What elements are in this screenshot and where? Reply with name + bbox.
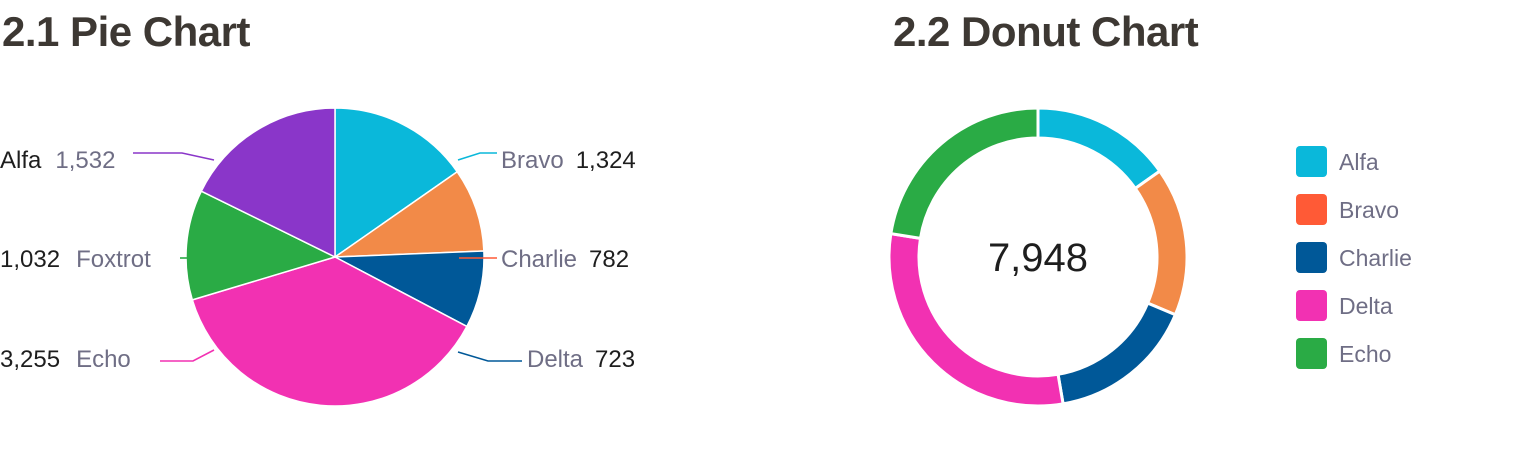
pie-value-label: 1,324: [576, 147, 636, 174]
pie-label-bravo: Bravo 1,324: [501, 147, 636, 174]
pie-category-label: Echo: [76, 346, 131, 373]
donut-slice-charlie: [1056, 301, 1177, 406]
pie-category-label: Delta: [527, 346, 584, 373]
legend-label-alfa: Alfa: [1339, 149, 1379, 175]
legend-swatch-echo: [1296, 338, 1327, 369]
pie-label-delta: Delta 723: [527, 346, 635, 373]
pie-value-label: 1,532: [55, 147, 115, 174]
pie-value-label: 3,255: [0, 346, 60, 373]
pie-value-label: 723: [595, 346, 635, 373]
pie-label-foxtrot: 1,032 Foxtrot: [0, 246, 151, 273]
legend-swatch-alfa: [1296, 146, 1327, 177]
pie-category-label: Alfa: [0, 147, 42, 174]
legend-swatch-charlie: [1296, 242, 1327, 273]
pie-slice-charlie: [334, 171, 485, 258]
pie-slice-bravo: [334, 107, 458, 258]
legend-label-delta: Delta: [1339, 293, 1393, 319]
legend-swatch-bravo: [1296, 194, 1327, 225]
pie-chart-group: Bravo 1,324 Charlie 782 Delta 723 3,255 Echo 1,0…: [0, 107, 636, 407]
legend-label-bravo: Bravo: [1339, 197, 1399, 223]
donut-slice-echo: [889, 106, 1040, 240]
leader-line-alfa: [133, 152, 215, 161]
pie-slice-alfa: [200, 107, 336, 258]
donut-legend: Alfa Bravo Charlie Delta Echo: [1296, 146, 1412, 369]
donut-slice-bravo: [1133, 169, 1189, 317]
pie-label-echo: 3,255 Echo: [0, 346, 131, 373]
pie-value-label: 782: [589, 246, 629, 273]
pie-chart-title: 2.1 Pie Chart: [2, 8, 250, 55]
pie-category-label: Charlie: [501, 246, 577, 273]
pie-label-charlie: Charlie 782: [501, 246, 629, 273]
legend-swatch-delta: [1296, 290, 1327, 321]
pie-category-label: Foxtrot: [76, 246, 151, 273]
pie-label-alfa: Alfa 1,532: [0, 147, 115, 174]
pie-slice-echo: [191, 256, 468, 407]
donut-chart-group: 7,948 Alfa Bravo Charlie Delta Echo: [887, 106, 1412, 408]
pie-value-label: 1,032: [0, 246, 60, 273]
pie-slice-foxtrot: [185, 190, 336, 301]
leader-line-bravo: [457, 152, 497, 161]
donut-slice-alfa: [1036, 106, 1162, 190]
pie-category-label: Bravo: [501, 147, 564, 174]
donut-center-total: 7,948: [988, 236, 1088, 280]
donut-chart-title: 2.2 Donut Chart: [893, 8, 1199, 55]
legend-label-charlie: Charlie: [1339, 245, 1412, 271]
leader-line-delta: [457, 351, 522, 362]
legend-label-echo: Echo: [1339, 341, 1391, 367]
leader-line-echo: [160, 349, 215, 362]
